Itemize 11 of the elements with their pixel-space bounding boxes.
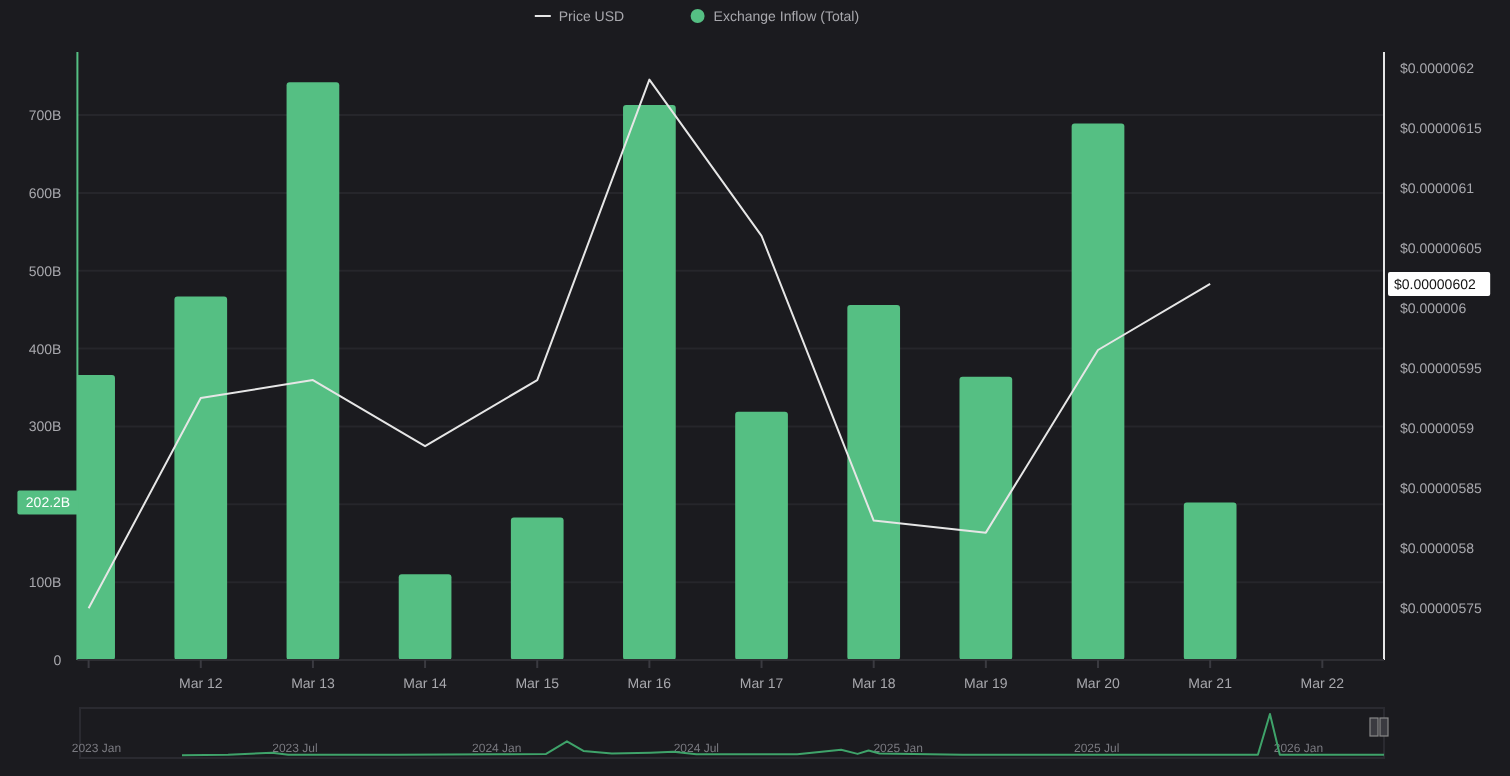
bar <box>623 104 676 660</box>
bar <box>174 296 228 660</box>
bar <box>398 574 452 660</box>
bar <box>1183 502 1237 660</box>
line-series <box>87 78 1212 610</box>
bar <box>286 82 340 660</box>
bar <box>847 305 901 660</box>
bar <box>1071 123 1125 660</box>
bar <box>735 411 788 660</box>
bar <box>959 376 1013 660</box>
bar <box>510 517 564 660</box>
